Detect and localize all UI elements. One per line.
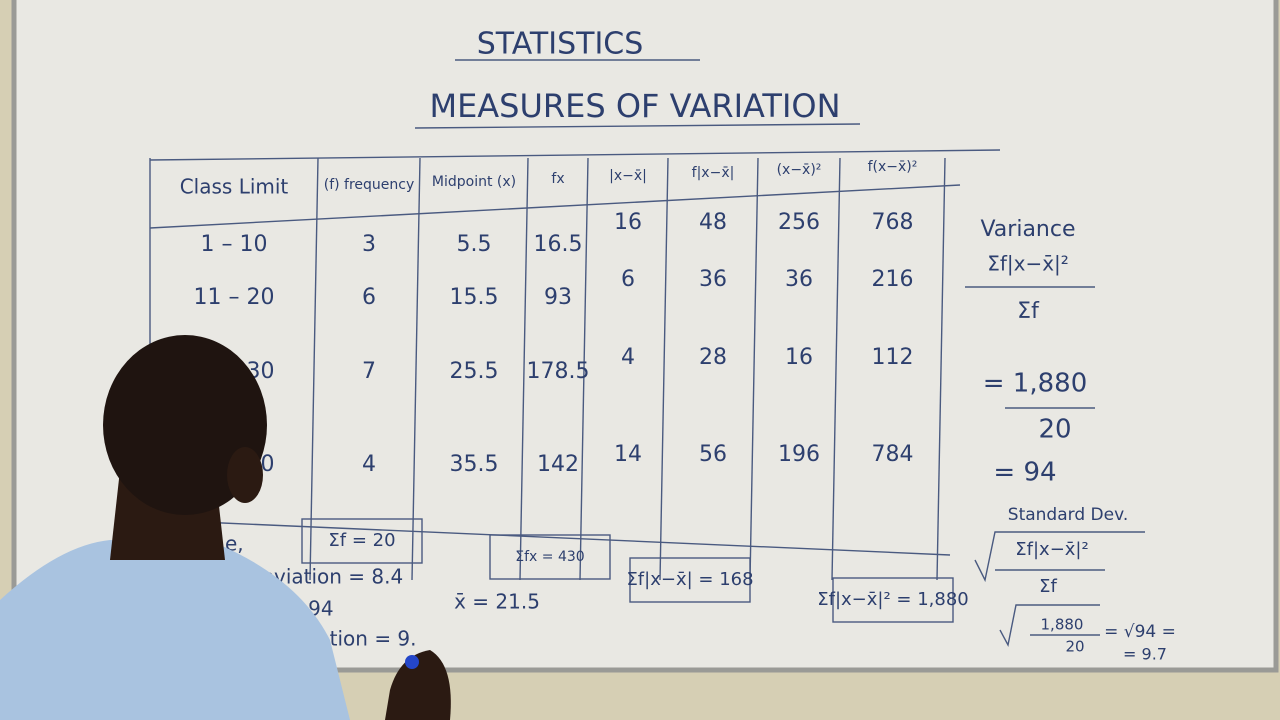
table-cell: 7	[362, 359, 376, 384]
table-cell: 28	[699, 345, 727, 370]
table-border	[149, 149, 1001, 161]
table-cell: 56	[699, 442, 727, 467]
class-limit: 11 – 20	[194, 285, 275, 310]
ear	[227, 447, 263, 503]
table-cell: 112	[872, 345, 914, 370]
sqrt-sign	[974, 531, 1145, 583]
table-cell: 48	[699, 210, 727, 235]
column-line	[309, 157, 319, 581]
variance-label: Variance	[980, 217, 1075, 242]
column-header: f(x−x̄)²	[868, 159, 918, 175]
table-cell: 36	[699, 267, 727, 292]
variance-result: = 94	[993, 458, 1056, 488]
hand	[385, 650, 451, 720]
shirt	[0, 540, 350, 720]
variance-numerator: Σf|x−x̄|²	[987, 252, 1069, 276]
std-dev-equals: = √94 =	[1104, 622, 1176, 642]
table-cell: 93	[544, 285, 572, 310]
table-cell: 25.5	[450, 359, 499, 384]
std-dev-step-num: 1,880	[1041, 616, 1084, 634]
variance-step-den: 20	[1038, 415, 1071, 445]
std-dev-numerator: Σf|x−x̄|²	[1015, 539, 1088, 560]
table-cell: 16	[785, 345, 813, 370]
column-total: Σf = 20	[328, 530, 395, 551]
std-dev-label: Standard Dev.	[1008, 505, 1128, 525]
table-cell: 36	[785, 267, 813, 292]
mean-note: x̄ = 21.5	[454, 590, 540, 614]
column-total: Σfx = 430	[515, 549, 584, 565]
table-cell: 35.5	[450, 452, 499, 477]
table-cell: 4	[621, 345, 635, 370]
marker	[405, 655, 419, 669]
table-cell: 256	[778, 210, 820, 235]
column-line	[519, 157, 529, 581]
column-line	[411, 157, 421, 581]
class-limit: 1 – 10	[201, 232, 268, 257]
person	[0, 335, 451, 720]
table-cell: 784	[872, 442, 914, 467]
std-dev-step-den: 20	[1065, 638, 1084, 656]
title: STATISTICS	[477, 27, 644, 62]
total-box	[301, 518, 423, 564]
table-cell: 5.5	[457, 232, 492, 257]
table-cell: 3	[362, 232, 376, 257]
column-line	[936, 157, 946, 581]
table-cell: 768	[872, 210, 914, 235]
table-cell: 216	[872, 267, 914, 292]
table-cell: 196	[778, 442, 820, 467]
std-dev-denominator: Σf	[1039, 576, 1057, 597]
head	[103, 335, 267, 515]
table-cell: 16.5	[534, 232, 583, 257]
table-cell: 142	[537, 452, 579, 477]
table-cell: 6	[621, 267, 635, 292]
subtitle-underline	[414, 123, 861, 129]
total-box	[832, 577, 954, 623]
total-divider	[199, 521, 951, 556]
table-cell: 15.5	[450, 285, 499, 310]
column-line	[749, 157, 759, 581]
column-header: (x−x̄)²	[777, 162, 822, 178]
column-total: Σf|x−x̄| = 168	[626, 569, 753, 590]
table-cell: 14	[614, 442, 642, 467]
total-box	[489, 534, 611, 580]
table-cell: 16	[614, 210, 642, 235]
variance-step: = 1,880	[983, 369, 1087, 399]
column-header: Midpoint (x)	[432, 174, 516, 190]
column-header: Class Limit	[180, 175, 289, 199]
std-dev-result: = 9.7	[1123, 645, 1167, 664]
column-header: (f) frequency	[324, 177, 415, 193]
writing: STATISTICS MEASURES OF VARIATION Varianc…	[180, 27, 1176, 664]
column-header: |x−x̄|	[609, 168, 647, 184]
column-header: f|x−x̄|	[692, 165, 735, 181]
table-cell: 6	[362, 285, 376, 310]
table-cell: 178.5	[527, 359, 590, 384]
sqrt-sign	[999, 604, 1100, 648]
column-line	[579, 157, 589, 581]
column-line	[831, 157, 841, 581]
header-divider	[149, 184, 961, 229]
subtitle: MEASURES OF VARIATION	[429, 87, 840, 125]
column-header: fx	[551, 171, 564, 187]
table-cell: 4	[362, 452, 376, 477]
variance-denominator: Σf	[1017, 299, 1040, 324]
column-line	[659, 157, 669, 581]
column-total: Σf|x−x̄|² = 1,880	[817, 589, 969, 610]
total-box	[629, 557, 751, 603]
